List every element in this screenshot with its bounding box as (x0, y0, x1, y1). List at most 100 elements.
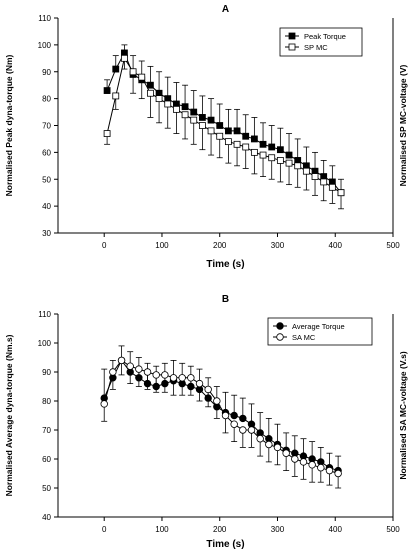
x-tick-label: 500 (386, 525, 400, 534)
data-point (224, 127, 232, 135)
data-point (230, 420, 238, 428)
data-point (103, 87, 111, 94)
y-tick-label: 80 (42, 95, 51, 104)
data-point (233, 140, 241, 148)
data-point (213, 397, 221, 405)
data-point (276, 157, 284, 164)
data-point (138, 73, 146, 81)
x-tick-label: 300 (271, 241, 285, 250)
legend-label: Peak Torque (304, 32, 346, 41)
data-point (285, 151, 293, 159)
data-point (259, 151, 267, 159)
data-point (230, 411, 238, 420)
y-tick-label: 60 (42, 148, 51, 157)
data-point (273, 443, 282, 452)
x-tick-label: 500 (386, 241, 400, 250)
data-point (265, 440, 273, 449)
data-point (198, 114, 206, 121)
x-tick-label: 0 (102, 525, 107, 534)
legend-box (267, 317, 373, 346)
data-point (112, 92, 120, 100)
y-tick-label: 60 (42, 455, 51, 464)
data-point (233, 127, 241, 135)
data-point (190, 116, 198, 124)
y-tick-label: 110 (38, 14, 51, 23)
data-point (276, 146, 284, 154)
legend-marker (288, 43, 296, 51)
data-point (242, 132, 250, 140)
data-point (268, 154, 276, 162)
data-point (103, 130, 111, 137)
data-point (268, 143, 276, 151)
panel-label: A (222, 4, 229, 15)
data-point (320, 178, 328, 186)
panel-label: B (222, 294, 229, 305)
x-tick-label: 100 (155, 241, 169, 250)
data-point (317, 464, 325, 472)
chart-panel-b: B 40 50 60 70 80 90 100 110 0 100 200 300 400 500 Time … (4, 294, 408, 550)
data-point (250, 148, 258, 156)
y-tick-label: 80 (42, 397, 51, 406)
data-point (337, 189, 345, 197)
legend-label: Average Torque (292, 322, 345, 331)
y-tick-label: 40 (42, 202, 51, 211)
data-point (147, 81, 154, 89)
y-tick-label: 100 (38, 339, 52, 348)
data-point (311, 173, 319, 180)
data-point (294, 162, 302, 170)
data-point (334, 469, 342, 478)
x-axis-label: Time (s) (206, 539, 244, 550)
data-point (216, 122, 224, 129)
data-point (291, 455, 299, 463)
data-point (129, 68, 137, 76)
data-point (247, 426, 256, 434)
series-sa-mc (100, 356, 342, 489)
data-point (117, 356, 126, 365)
x-tick-label: 0 (102, 241, 107, 250)
y-tick-label: 70 (42, 426, 51, 435)
y-tick-label: 90 (42, 368, 51, 377)
data-point (259, 140, 267, 148)
data-point (302, 167, 310, 175)
y-tick-label: 70 (42, 122, 51, 131)
data-point (155, 95, 163, 103)
data-point (308, 461, 316, 469)
data-point (195, 379, 204, 388)
data-point (100, 400, 108, 408)
data-point (161, 371, 169, 379)
data-point (109, 368, 117, 376)
data-point (216, 132, 224, 140)
data-point (147, 89, 154, 97)
data-point (126, 362, 134, 370)
x-tick-label: 100 (155, 525, 169, 534)
legend: Average Torque SA MC (267, 317, 373, 346)
series-average-torque (100, 345, 342, 475)
legend-label: SP MC (304, 43, 328, 52)
y-tick-label: 40 (42, 513, 51, 522)
x-tick-label: 200 (213, 241, 227, 250)
y-tick-label: 90 (42, 68, 51, 77)
chart-panel-a: A 30 40 50 60 70 80 90 100 110 0 100 200 300 400 500 Tim… (4, 4, 408, 270)
data-point (198, 122, 206, 129)
legend-label: SA MC (292, 333, 316, 342)
data-point (299, 458, 308, 466)
data-point (143, 368, 152, 376)
data-point (190, 108, 198, 116)
data-point (207, 127, 215, 135)
series-peak-torque (103, 44, 345, 197)
data-point (328, 183, 336, 191)
data-point (181, 111, 189, 119)
data-point (181, 103, 189, 111)
data-point (152, 371, 160, 379)
legend-marker (276, 333, 284, 341)
data-point (178, 374, 186, 382)
data-point (112, 65, 120, 73)
data-point (256, 435, 264, 443)
x-tick-label: 300 (271, 525, 285, 534)
data-point (239, 414, 247, 423)
data-point (239, 426, 247, 434)
data-point (169, 374, 178, 382)
series-line (106, 57, 342, 194)
legend-marker (276, 322, 284, 330)
